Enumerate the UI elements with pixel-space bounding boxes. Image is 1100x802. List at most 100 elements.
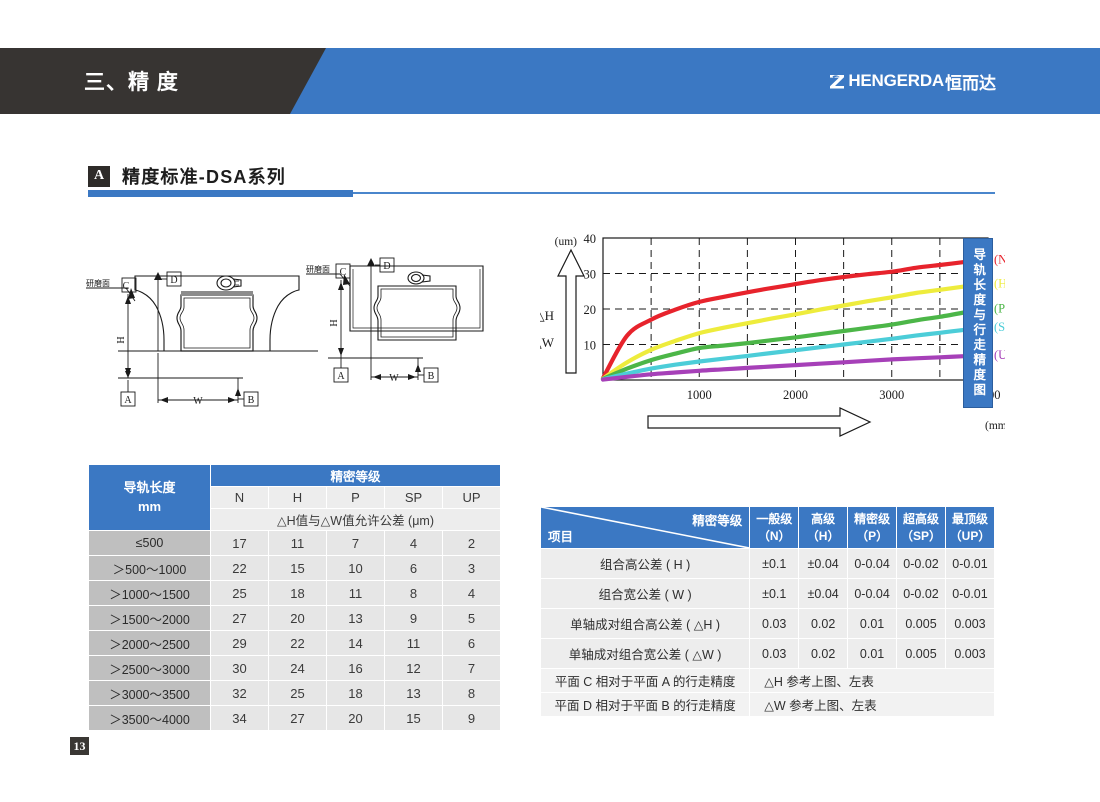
value-cell: 17 xyxy=(210,530,269,556)
grade-group-header: 精密等级 xyxy=(210,464,501,487)
dim-w-right: W xyxy=(389,373,399,384)
value-cell: 18 xyxy=(326,680,385,706)
table-row: ＞2000～2500 29 22 14 11 6 xyxy=(88,630,501,656)
y-axis-unit-label: (um) xyxy=(555,236,578,248)
grade-header-cell: 高级 （H） xyxy=(798,506,849,549)
chart-legend-label: (SP) xyxy=(994,320,1005,334)
table-header-row-1: 导轨长度 mm 精密等级 xyxy=(88,464,501,531)
range-cell: ＞2500～3000 xyxy=(88,655,211,681)
table-row: 单轴成对组合宽公差 ( △W ) 0.03 0.02 0.01 0.005 0.003 xyxy=(539,638,996,669)
value-cell: 7 xyxy=(326,530,385,556)
value-cell: 0.005 xyxy=(896,608,946,639)
note-label-cell: 平面 D 相对于平面 B 的行走精度 xyxy=(539,692,751,717)
grade-header-cell: H xyxy=(268,486,327,509)
value-cell: 8 xyxy=(442,680,501,706)
datum-a-left: A xyxy=(124,395,132,406)
value-cell: 4 xyxy=(384,530,443,556)
table-row: 组合高公差 ( H ) ±0.1 ±0.04 0-0.04 0-0.02 0-0.01 xyxy=(539,548,996,579)
grade-header-cell: N xyxy=(210,486,269,509)
value-cell: 3 xyxy=(442,555,501,581)
brand-logo: HENGERDA 恒而达 xyxy=(829,48,996,114)
value-cell: 11 xyxy=(384,630,443,656)
value-cell: 5 xyxy=(442,605,501,631)
item-label-cell: 单轴成对组合宽公差 ( △W ) xyxy=(539,638,751,669)
table-row: ＞500～1000 22 15 10 6 3 xyxy=(88,555,501,581)
value-cell: 0.003 xyxy=(944,608,996,639)
value-cell: 0.03 xyxy=(749,638,800,669)
datum-c-right: C xyxy=(340,267,347,278)
value-cell: 0.005 xyxy=(896,638,946,669)
value-cell: 25 xyxy=(268,680,327,706)
value-cell: 34 xyxy=(210,705,269,731)
corner-header: 导轨长度 mm xyxy=(88,464,211,531)
grade-tolerance-table: 精密等级 项目 一般级 （N） 高级 （H） 精密级 （P） 超高级 （SP） 最顶级 （UP） 组合高… xyxy=(539,506,996,717)
value-cell: 0-0.02 xyxy=(896,548,946,579)
technical-drawings: 研磨面 C D A B H W xyxy=(78,228,528,423)
chart-legend-label: (UP) xyxy=(994,348,1005,362)
x-axis-tick-label: 2000 xyxy=(783,388,808,402)
range-cell: ＞500～1000 xyxy=(88,555,211,581)
value-cell: 0.01 xyxy=(847,638,898,669)
accuracy-chart: 102030401000200030004000(um)(mm)△H△W(N)(… xyxy=(540,228,1005,453)
grade-header-cell: 超高级 （SP） xyxy=(896,506,946,549)
item-label-cell: 组合宽公差 ( W ) xyxy=(539,578,751,609)
value-cell: ±0.04 xyxy=(798,578,849,609)
range-cell: ＞3500～4000 xyxy=(88,705,211,731)
range-cell: ≤500 xyxy=(88,530,211,556)
value-cell: 12 xyxy=(384,655,443,681)
value-cell: 20 xyxy=(268,605,327,631)
chart-legend-label: (N) xyxy=(994,252,1005,266)
label-grind-surface-left: 研磨面 xyxy=(86,278,110,288)
diagonal-top-label: 精密等级 xyxy=(692,514,743,528)
x-axis-tick-label: 3000 xyxy=(879,388,904,402)
section-rule-thin xyxy=(353,192,995,194)
value-cell: 0-0.04 xyxy=(847,548,898,579)
table-row: ＞1000～1500 25 18 11 8 4 xyxy=(88,580,501,606)
section-rule-thick xyxy=(88,190,353,197)
x-axis-tick-label: 1000 xyxy=(687,388,712,402)
value-cell: 2 xyxy=(442,530,501,556)
drawing-right-annotations xyxy=(306,257,439,383)
x-axis-unit-label: (mm) xyxy=(985,420,1005,432)
value-cell: 9 xyxy=(384,605,443,631)
value-cell: ±0.1 xyxy=(749,548,800,579)
dim-w-left: W xyxy=(193,396,203,407)
value-cell: 18 xyxy=(268,580,327,606)
note-value-cell: △H 参考上图、左表 xyxy=(749,668,995,693)
table-header-row-2: N H P SP UP xyxy=(89,486,501,509)
value-cell: 0.02 xyxy=(798,608,849,639)
horizontal-arrow-icon xyxy=(647,407,872,437)
header-blue-band xyxy=(290,48,1100,114)
y-axis-tick-label: 30 xyxy=(584,268,597,282)
table-row: ＞3500～4000 34 27 20 15 9 xyxy=(88,705,501,731)
delta-h-label: △H xyxy=(540,308,554,323)
chart-series-line xyxy=(600,281,991,381)
value-cell: 0.01 xyxy=(847,608,898,639)
value-cell: 11 xyxy=(326,580,385,606)
value-cell: 0.03 xyxy=(749,608,800,639)
value-cell: 30 xyxy=(210,655,269,681)
value-cell: 15 xyxy=(384,705,443,731)
datum-d-left: D xyxy=(170,275,177,286)
value-cell: 8 xyxy=(384,580,443,606)
chart-series-line xyxy=(600,257,991,381)
value-cell: 27 xyxy=(268,705,327,731)
note-row: 平面 D 相对于平面 B 的行走精度 △W 参考上图、左表 xyxy=(539,692,995,717)
section-badge: A xyxy=(88,165,110,187)
grade-header-cell: UP xyxy=(442,486,501,509)
value-cell: 29 xyxy=(210,630,269,656)
value-cell: 24 xyxy=(268,655,327,681)
value-cell: 0.02 xyxy=(798,638,849,669)
grade-header-cell: 最顶级 （UP） xyxy=(944,506,996,549)
chart-series-line xyxy=(600,306,991,381)
diagonal-header-cell: 精密等级 项目 xyxy=(539,506,751,549)
value-cell: 6 xyxy=(442,630,501,656)
datum-a-right: A xyxy=(337,371,345,382)
datum-b-left: B xyxy=(248,395,255,406)
table-row: ＞3000～3500 32 25 18 13 8 xyxy=(88,680,501,706)
table-row: ＞1500～2000 27 20 13 9 5 xyxy=(88,605,501,631)
y-axis-tick-label: 40 xyxy=(584,232,597,246)
logo-text-cn: 恒而达 xyxy=(945,73,996,93)
item-label-cell: 组合高公差 ( H ) xyxy=(539,548,751,579)
value-cell: ±0.04 xyxy=(798,548,849,579)
